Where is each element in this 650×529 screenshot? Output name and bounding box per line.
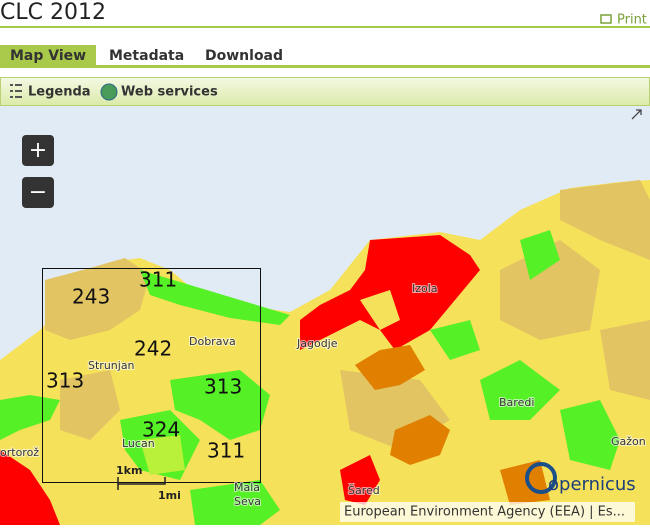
tab[interactable]: Download (205, 48, 283, 64)
toolbar-label[interactable]: Legenda (28, 85, 91, 100)
place-label: ortorož (0, 446, 39, 459)
zoom-out-label[interactable]: − (29, 180, 47, 205)
place-label: Mala (234, 481, 260, 494)
web-services-button[interactable]: Web services (100, 83, 218, 101)
scale-label: 1km (116, 464, 142, 477)
tab-active-bg (0, 45, 96, 66)
place-label: Jagodje (296, 337, 338, 350)
clc-code: 243 (72, 285, 110, 309)
place-label: Strunjan (88, 359, 135, 372)
attribution-bg (340, 502, 635, 522)
tab-rule (0, 65, 650, 68)
place-label: Dobrava (189, 335, 236, 348)
place-label: Seva (234, 495, 261, 508)
tab[interactable]: Metadata (109, 48, 184, 64)
logo-text: opernicus (548, 474, 636, 495)
print-button[interactable]: Print (600, 13, 647, 28)
map[interactable]: 243 311 242 313 313 324 311 Izola Jagodj… (0, 106, 650, 525)
place-label: Šared (348, 484, 380, 497)
print-label[interactable]: Print (617, 13, 647, 28)
place-label: Lucan (122, 437, 155, 450)
selection-box (42, 268, 261, 483)
place-label: Baredi (499, 396, 534, 409)
place-label: Izola (412, 282, 438, 295)
expand-icon[interactable] (631, 109, 642, 120)
clc-code: 313 (204, 375, 242, 399)
zoom-in[interactable]: + (22, 135, 54, 166)
zoom-in-label[interactable]: + (29, 138, 47, 163)
clc-code: 311 (139, 268, 177, 292)
scale-label: 1mi (158, 489, 181, 502)
page-title: CLC 2012 (0, 0, 106, 25)
toolbar (0, 77, 650, 106)
clc-code: 313 (46, 369, 84, 393)
clc-code: 311 (207, 439, 245, 463)
tab[interactable]: Map View (10, 48, 86, 64)
clc-code: 242 (134, 337, 172, 361)
attribution: European Environment Agency (EEA) | Es..… (344, 505, 625, 520)
place-label: Gažon (611, 435, 646, 448)
header-rule (0, 26, 650, 28)
copernicus-logo: opernicus (525, 462, 636, 495)
legend-button[interactable]: Legenda (10, 84, 91, 100)
zoom-out[interactable]: − (22, 177, 54, 208)
scale-bar: 1km 1mi (116, 464, 181, 502)
toolbar-label[interactable]: Web services (121, 85, 218, 100)
clc-code: 324 (142, 418, 180, 442)
